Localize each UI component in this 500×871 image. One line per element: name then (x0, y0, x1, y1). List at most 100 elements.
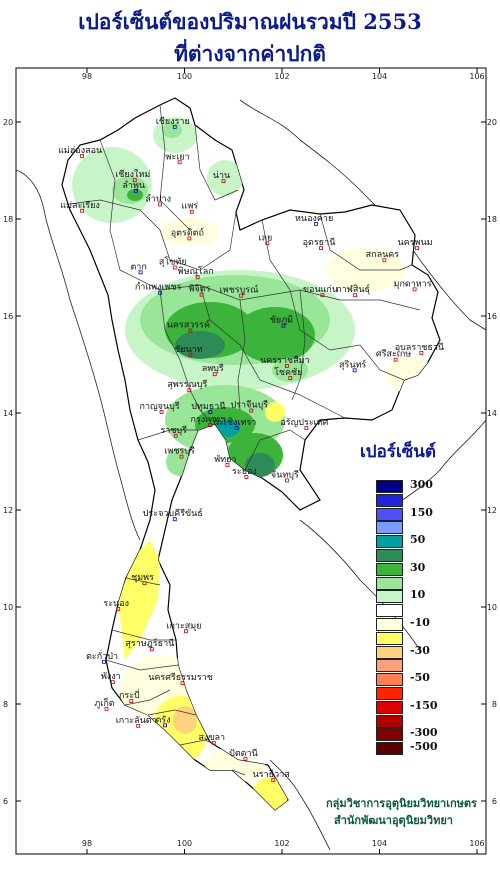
legend-label: 50 (410, 533, 426, 547)
station-marker (234, 426, 239, 430)
place-label: สุพรรณบุรี (167, 379, 207, 390)
place-label: ตาก (130, 262, 146, 272)
lat-tick-label: 14 (487, 409, 497, 418)
station-marker (187, 388, 192, 393)
place-label: ปัตตานี (229, 748, 258, 759)
place-label: สุราษฎร์ธานี (125, 637, 174, 649)
legend-swatch (376, 604, 403, 618)
place-label: ลพบุรี (202, 363, 224, 374)
station-marker (415, 246, 419, 251)
lon-tick-label: 100 (177, 839, 192, 848)
lon-tick-label: 106 (469, 72, 484, 81)
lon-tick-label: 102 (274, 839, 289, 848)
legend-swatch (376, 687, 403, 700)
place-label: สกลนคร (366, 250, 400, 260)
lat-tick-label: 12 (487, 506, 497, 515)
station-marker (116, 607, 121, 611)
place-label: พะเยา (166, 152, 190, 162)
legend-label: 300 (410, 478, 433, 491)
legend-swatch (376, 535, 403, 549)
place-label: เชียงใหม่ (115, 169, 150, 180)
place-label: สุโขทัย (159, 257, 187, 268)
lat-tick-label: 12 (3, 506, 13, 515)
place-label: เชียงราย (156, 116, 190, 127)
place-label: กรุงเทพฯ (191, 415, 226, 425)
lat-tick-label: 6 (3, 797, 8, 806)
station-marker (207, 423, 212, 428)
station-marker (284, 364, 289, 368)
station-marker (244, 475, 249, 479)
place-label: เพชรบุรี (164, 446, 195, 457)
credit-line1: กลุ่มวิชาการอุตุนิยมวิทยาเกษตร (326, 797, 477, 810)
station-marker (172, 517, 177, 522)
place-label: เกาะสมุย (166, 621, 201, 631)
legend-swatch (376, 700, 403, 714)
place-label: แพร่ (182, 202, 199, 212)
place-label: แม่สะเรียง (60, 200, 100, 211)
lon-tick-label: 106 (469, 839, 484, 848)
station-marker (177, 160, 182, 165)
place-label: ระนอง (103, 599, 129, 609)
station-marker (382, 258, 387, 263)
legend-swatch (376, 562, 403, 576)
legend-swatch (376, 480, 403, 493)
place-label: ภูเก็ต (94, 696, 114, 709)
place-label: ชัยภูมิ (270, 315, 293, 326)
station-marker (284, 478, 289, 483)
station-marker (199, 292, 204, 297)
place-label: โชคชัย (274, 367, 302, 378)
legend-swatch (376, 493, 403, 507)
place-label: จันทบุรี (271, 469, 299, 480)
lat-tick-label: 20 (487, 118, 497, 127)
station-marker (319, 246, 323, 251)
station-marker (304, 426, 309, 430)
lon-tick-label: 102 (274, 72, 289, 81)
lat-tick-label: 6 (492, 797, 497, 806)
lat-tick-label: 16 (487, 312, 497, 321)
place-label: กาญจนบุรี (140, 401, 180, 412)
station-marker (80, 154, 85, 158)
station-marker (314, 221, 319, 226)
place-label: แม่ฮ่องสอน (58, 146, 102, 156)
place-label: ประจวบคีรีขันธ์ (143, 507, 203, 519)
lon-tick-label: 104 (372, 839, 387, 848)
station-marker (265, 241, 270, 246)
place-label: นครพนม (398, 238, 433, 248)
lon-tick-label: 104 (372, 72, 387, 81)
station-marker (243, 756, 248, 761)
place-label: อุดรธานี (303, 237, 336, 248)
legend-label: 10 (410, 588, 426, 602)
legend-swatch (376, 507, 403, 521)
station-marker (212, 372, 217, 377)
legend-label: -30 (410, 643, 430, 657)
station-marker (142, 581, 147, 586)
station-marker (320, 293, 325, 298)
station-marker (179, 454, 184, 459)
station-marker (159, 410, 164, 414)
neighbour-borders (15, 99, 487, 851)
place-label: ราชบุรี (160, 425, 187, 436)
station-marker (163, 723, 167, 728)
station-marker (225, 462, 230, 467)
station-marker (221, 179, 226, 184)
station-marker (149, 647, 154, 652)
place-label: ศรีสะเกษ (376, 349, 411, 360)
station-marker (271, 778, 276, 783)
station-marker (133, 188, 138, 193)
station-marker (393, 357, 398, 362)
place-label: นราธิวาส (253, 769, 291, 780)
station-marker (158, 290, 163, 295)
station-marker (80, 208, 85, 213)
legend-label: -10 (410, 616, 430, 629)
legend-label: -300 (410, 726, 438, 740)
place-label: ฉะเชิงเทรา (213, 417, 256, 428)
station-marker (172, 265, 177, 270)
place-label: ขอนแก่น (303, 285, 338, 295)
lat-tick-label: 18 (487, 215, 497, 224)
legend-swatch (376, 728, 403, 742)
station-marker (102, 659, 106, 664)
station-marker (208, 410, 213, 414)
